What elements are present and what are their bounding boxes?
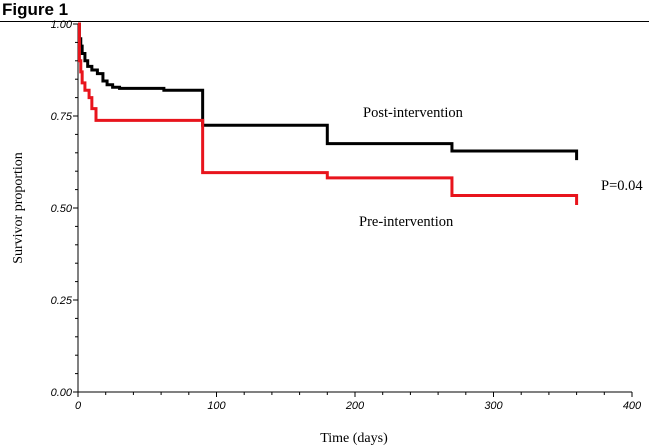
p-value-label: P=0.04 xyxy=(601,178,643,194)
axes: 0 100 200 300 400 0.00 0.25 0.50 0.75 1.00 xyxy=(51,19,642,412)
figure-header: Figure 1 xyxy=(0,0,649,26)
x-tick-label: 300 xyxy=(484,400,503,412)
post-intervention-label: Post-intervention xyxy=(363,105,464,121)
x-tick-label: 200 xyxy=(345,400,365,412)
x-tick-label: 400 xyxy=(623,400,642,412)
y-tick-label: 0.75 xyxy=(51,111,73,123)
pre-intervention-label: Pre-intervention xyxy=(359,214,454,230)
post-intervention-curve xyxy=(77,22,579,161)
pre-intervention-curve xyxy=(77,22,579,206)
x-tick-label: 0 xyxy=(75,400,82,412)
y-tick-label: 0.25 xyxy=(51,295,73,307)
header-divider xyxy=(0,21,649,22)
y-tick-label: 0.50 xyxy=(51,203,73,215)
series-group xyxy=(77,22,579,206)
y-axis-title: Survivor proportion xyxy=(11,152,26,264)
figure-label: Figure 1 xyxy=(2,0,69,19)
y-ticks: 0.00 0.25 0.50 0.75 1.00 xyxy=(51,19,78,399)
x-ticks: 0 100 200 300 400 xyxy=(75,392,642,412)
x-axis-title: Time (days) xyxy=(320,431,388,446)
y-tick-label: 0.00 xyxy=(51,387,73,399)
y-tick-label: 1.00 xyxy=(51,19,73,31)
x-tick-label: 100 xyxy=(207,400,226,412)
